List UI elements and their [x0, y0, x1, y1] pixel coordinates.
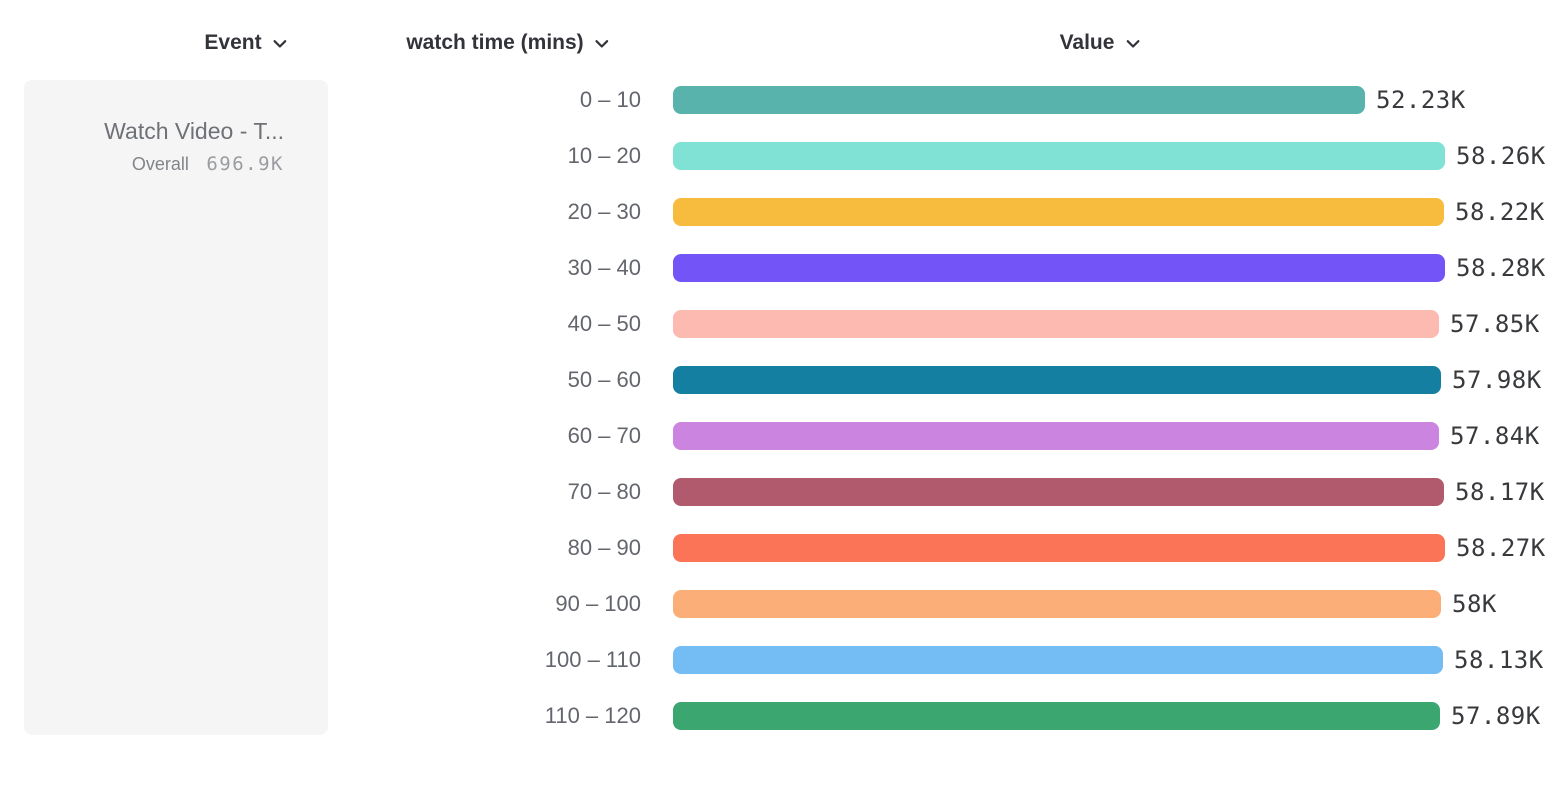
event-card[interactable]: Watch Video - T... Overall 696.9K: [24, 80, 328, 735]
overall-value: 696.9K: [206, 153, 284, 175]
bar-segment[interactable]: [673, 254, 1445, 282]
bar-segment[interactable]: [673, 86, 1365, 114]
value-label: 58.17K: [1455, 478, 1545, 506]
category-label: 30 – 40: [567, 255, 641, 280]
value-label: 58.13K: [1454, 646, 1544, 674]
event-title: Watch Video - T...: [104, 118, 284, 144]
category-label: 40 – 50: [567, 311, 641, 336]
value-label: 58.22K: [1455, 198, 1545, 226]
bar-segment[interactable]: [673, 590, 1441, 618]
chart-row: 70 – 80 58.17K: [0, 478, 1545, 506]
chart-row: 100 – 110 58.13K: [0, 646, 1544, 674]
overall-label: Overall: [131, 154, 189, 174]
value-label: 57.84K: [1450, 422, 1540, 450]
bar-segment[interactable]: [673, 534, 1445, 562]
chevron-down-icon: [595, 40, 609, 48]
value-label: 58K: [1452, 590, 1497, 618]
category-label: 110 – 120: [544, 703, 641, 728]
chart-row: 40 – 50 57.85K: [0, 310, 1540, 338]
dimension-column-label: watch time (mins): [406, 31, 584, 54]
value-column-label: Value: [1059, 31, 1115, 54]
bar-segment[interactable]: [673, 198, 1444, 226]
value-label: 58.26K: [1456, 142, 1546, 170]
bar-segment[interactable]: [673, 142, 1445, 170]
chart-row: 0 – 10 52.23K: [0, 86, 1466, 114]
chart-row: 20 – 30 58.22K: [0, 198, 1545, 226]
bar-segment[interactable]: [673, 478, 1444, 506]
chart-row: 50 – 60 57.98K: [0, 366, 1542, 394]
event-overall-row: Overall 696.9K: [44, 153, 284, 175]
category-label: 100 – 110: [544, 647, 641, 672]
chevron-down-icon: [273, 40, 287, 48]
category-label: 50 – 60: [567, 367, 641, 392]
chart-row: 80 – 90 58.27K: [0, 534, 1546, 562]
category-label: 10 – 20: [567, 143, 641, 168]
chart-row: 90 – 100 58K: [0, 590, 1497, 618]
bar-segment[interactable]: [673, 702, 1440, 730]
value-label: 57.85K: [1450, 310, 1540, 338]
event-column-label: Event: [204, 31, 262, 54]
category-label: 80 – 90: [567, 535, 641, 560]
value-label: 58.28K: [1456, 254, 1546, 282]
chart-row: 10 – 20 58.26K: [0, 142, 1546, 170]
chart-row: 60 – 70 57.84K: [0, 422, 1540, 450]
value-label: 57.98K: [1452, 366, 1542, 394]
dimension-column-header[interactable]: watch time (mins): [406, 29, 609, 56]
chart-row: 30 – 40 58.28K: [0, 254, 1546, 282]
chart-row: 110 – 120 57.89K: [0, 702, 1541, 730]
value-label: 57.89K: [1451, 702, 1541, 730]
event-column-header[interactable]: Event: [204, 29, 287, 56]
category-label: 70 – 80: [567, 479, 641, 504]
bar-segment[interactable]: [673, 310, 1439, 338]
category-label: 60 – 70: [567, 423, 641, 448]
value-label: 58.27K: [1456, 534, 1546, 562]
chevron-down-icon: [1126, 40, 1140, 48]
category-label: 0 – 10: [579, 87, 641, 112]
category-label: 90 – 100: [555, 591, 641, 616]
value-column-header[interactable]: Value: [1060, 29, 1141, 56]
bar-segment[interactable]: [673, 422, 1439, 450]
bar-segment[interactable]: [673, 366, 1441, 394]
category-label: 20 – 30: [567, 199, 641, 224]
bar-segment[interactable]: [673, 646, 1443, 674]
value-label: 52.23K: [1376, 86, 1466, 114]
